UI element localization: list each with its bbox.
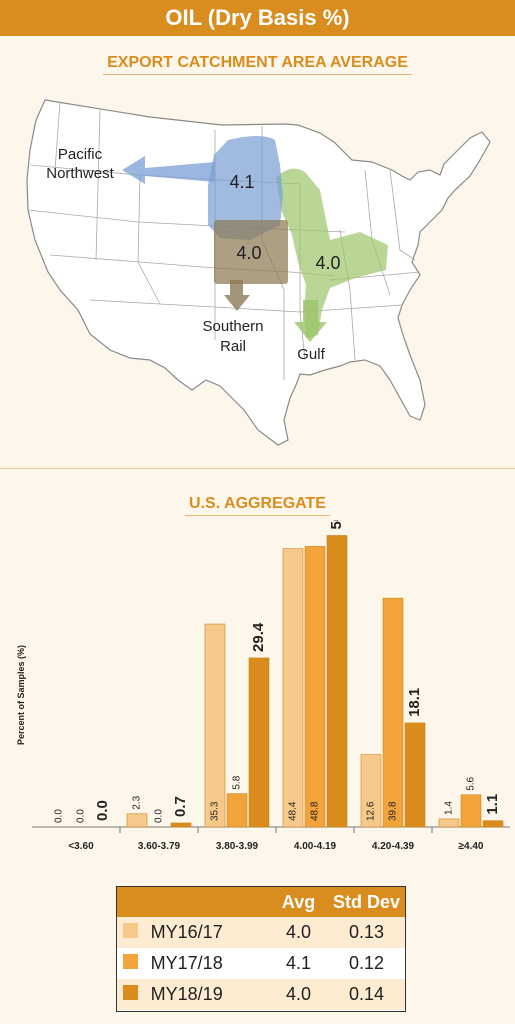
data-label: 29.4 (250, 622, 267, 652)
page-header: OIL (Dry Basis %) (0, 0, 515, 36)
legend-table: Avg Std Dev MY16/17 4.0 0.13 MY17/18 4.1… (116, 886, 406, 1012)
x-tick-label: <3.60 (68, 841, 94, 852)
rail-arrow (224, 280, 250, 311)
data-label: 0.7 (172, 796, 189, 817)
x-tick-label: 4.20-4.39 (372, 841, 415, 852)
legend-avg: 4.0 (286, 922, 312, 942)
x-tick-label: ≥4.40 (459, 841, 484, 852)
x-tick-label: 4.00-4.19 (294, 841, 337, 852)
gulf-value: 4.0 (315, 253, 340, 273)
gulf-arrow (294, 300, 327, 342)
data-label: 0.0 (154, 809, 165, 823)
legend-row: MY17/18 4.1 0.12 (117, 948, 405, 979)
bar-my1617-1 (126, 813, 148, 828)
legend-avg: 4.1 (286, 953, 312, 973)
chart-title: U.S. AGGREGATE (185, 495, 330, 516)
bar-my1819-4 (404, 722, 426, 828)
legend-avg: 4.0 (286, 984, 312, 1004)
bar-chart: 0.0 0.0 0.0 <3.60 2.3 0.0 0.7 3.60-3.79 35.3 5.8 2… (16, 520, 510, 852)
bar-my1718-5 (460, 794, 482, 828)
legend-swatch (123, 954, 138, 969)
bar-my1819-5 (482, 820, 504, 828)
data-label: 0.0 (76, 809, 87, 823)
legend-header-avg: Avg (281, 891, 316, 912)
data-label: 2.3 (132, 795, 143, 809)
data-label: 0.0 (94, 800, 111, 821)
section-divider (0, 468, 515, 469)
data-label: 12.6 (366, 801, 377, 821)
bar-my1617-2 (204, 623, 226, 828)
pnw-value: 4.1 (229, 172, 254, 192)
legend-swatch (123, 985, 138, 1000)
legend-series-name: MY17/18 (150, 953, 223, 973)
legend-series-name: MY16/17 (150, 922, 223, 942)
data-label: 39.8 (388, 801, 399, 821)
data-label: 35.3 (210, 801, 221, 821)
data-label: 5.6 (466, 776, 477, 790)
map-title: EXPORT CATCHMENT AREA AVERAGE (103, 54, 412, 75)
x-tick-label: 3.60-3.79 (138, 841, 181, 852)
bar-my1819-2 (248, 657, 270, 828)
data-label: 0.0 (54, 809, 65, 823)
chart-section-title: U.S. AGGREGATE (0, 495, 515, 516)
rail-label-line1: Southern (203, 318, 264, 335)
legend-swatch (123, 923, 138, 938)
gulf-region (276, 168, 388, 338)
bar-my1718-2 (226, 793, 248, 828)
pnw-label-line2: Northwest (46, 165, 114, 182)
data-label: 1.1 (484, 794, 501, 815)
legend-std: 0.13 (349, 922, 385, 942)
legend-row: MY16/17 4.0 0.13 (117, 917, 405, 948)
bar-my1617-4 (360, 754, 382, 828)
data-label: 48.4 (288, 801, 299, 821)
bar-my1617-3 (282, 548, 304, 828)
chart-marks: 0.0 0.0 0.0 <3.60 2.3 0.0 0.7 3.60-3.79 35.3 5.8 2… (32, 520, 510, 852)
legend-row: MY18/19 4.0 0.14 (117, 979, 405, 1010)
rail-label-line2: Rail (220, 338, 246, 355)
x-tick-label: 3.80-3.99 (216, 841, 259, 852)
bar-my1718-3 (304, 546, 326, 828)
data-label: 18.1 (406, 688, 423, 717)
pnw-region (208, 136, 283, 240)
legend-series-name: MY18/19 (150, 984, 223, 1004)
page-title: OIL (Dry Basis %) (165, 5, 350, 30)
legend-header-std: Std Dev (333, 891, 401, 912)
bar-my1617-5 (438, 818, 460, 828)
pnw-arrow (122, 156, 215, 184)
bar-my1718-4 (382, 597, 404, 828)
bar-my1819-1 (170, 822, 192, 828)
rail-value: 4.0 (236, 243, 261, 263)
legend-header-row: Avg Std Dev (117, 887, 405, 917)
us-map: 4.1 4.0 4.0 Pacific Northwest Southern R… (26, 99, 491, 446)
legend-std: 0.12 (349, 953, 385, 973)
gulf-label: Gulf (297, 346, 325, 363)
pnw-label-line1: Pacific (58, 146, 103, 163)
bar-my1819-3 (326, 535, 348, 828)
data-label: 50.7 (328, 520, 345, 529)
data-label: 5.8 (232, 775, 243, 789)
map-section-title: EXPORT CATCHMENT AREA AVERAGE (0, 54, 515, 75)
rail-region (214, 220, 288, 284)
data-label: 48.8 (310, 801, 321, 821)
legend-std: 0.14 (349, 984, 385, 1004)
data-label: 1.4 (444, 801, 455, 815)
y-axis-label: Percent of Samples (%) (16, 645, 26, 745)
